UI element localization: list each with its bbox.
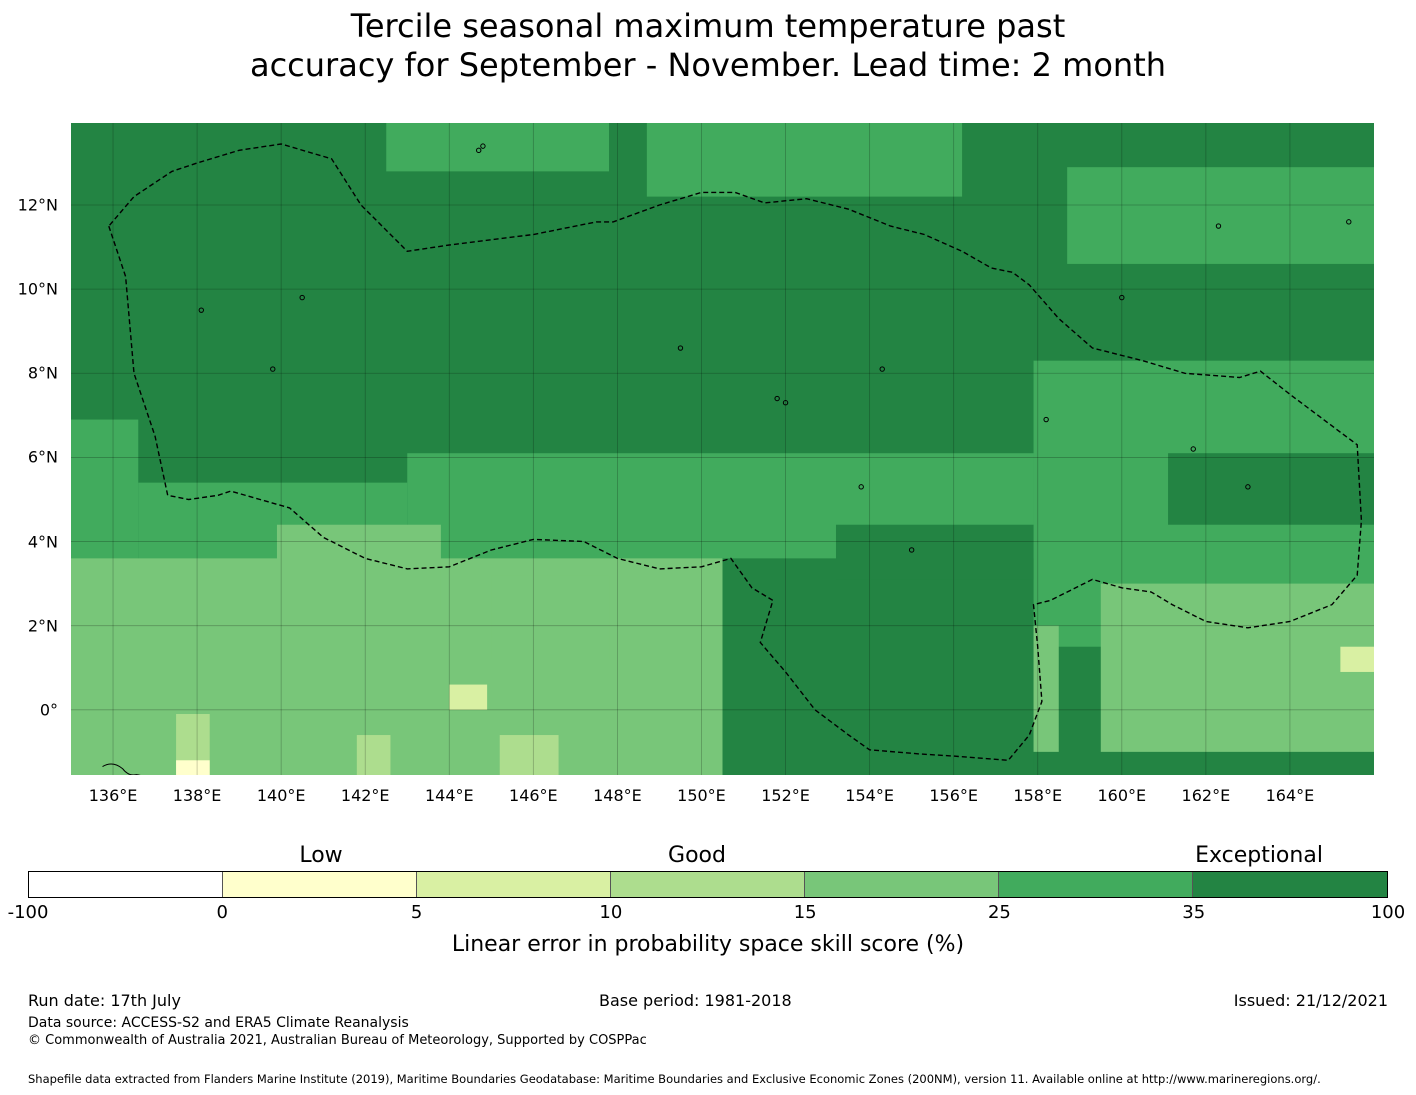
category-good-label: Good: [668, 843, 726, 868]
island-outline: [1119, 294, 1125, 301]
colorbar: [28, 871, 1388, 898]
longitude-tick-label: 154°E: [845, 786, 894, 805]
colorbar-tick-label: 100: [1370, 902, 1406, 923]
island-outline: [1043, 416, 1049, 423]
longitude-tick-label: 144°E: [424, 786, 474, 805]
skill-cell-region-13: [499, 735, 559, 775]
colorbar-tick-label: 10: [599, 902, 623, 923]
longitude-tick-label: 146°E: [509, 786, 558, 805]
island-outline: [1346, 219, 1352, 225]
longitude-tick-label: 150°E: [677, 786, 726, 805]
colorbar-tick-label: 15: [793, 902, 817, 923]
island-outline: [782, 400, 789, 406]
colorbar-tick-label: -100: [7, 902, 49, 923]
skill-map-panel[interactable]: [71, 123, 1374, 775]
colorbar-label: Linear error in probability space skill …: [451, 932, 965, 957]
latitude-tick-label: 6°N: [27, 447, 58, 467]
skill-cell-region-5: [386, 123, 610, 172]
shapefile-credit: Shapefile data extracted from Flanders M…: [28, 1072, 1321, 1086]
colorbar-tick-label: 35: [1182, 902, 1206, 923]
map-title-line-2: accuracy for September - November. Lead …: [249, 46, 1167, 84]
colorbar-tick-label: 5: [410, 902, 423, 923]
island-outline: [1190, 446, 1196, 452]
colorbar-segment: [999, 872, 1193, 897]
skill-cell-region-19: [722, 558, 1034, 775]
latitude-tick-label: 2°N: [27, 616, 58, 636]
longitude-tick-label: 164°E: [1265, 786, 1315, 805]
skill-cell-region-20: [1168, 453, 1374, 525]
island-outline: [1215, 223, 1222, 229]
latitude-tick-label: 4°N: [27, 532, 58, 552]
island-outline: [198, 307, 205, 313]
colorbar-segment: [1193, 872, 1387, 897]
island-outline: [476, 147, 482, 154]
colorbar-segment: [611, 872, 805, 897]
longitude-tick-label: 156°E: [929, 786, 978, 805]
island-outline: [1245, 484, 1251, 490]
longitude-tick-label: 158°E: [1013, 786, 1063, 805]
island-outline: [879, 366, 885, 372]
skill-map[interactable]: [71, 123, 1374, 775]
island-outline: [858, 484, 864, 490]
issued-date: Issued: 21/12/2021: [1233, 991, 1388, 1010]
coastline: [102, 763, 141, 775]
colorbar-segment: [29, 872, 223, 897]
island-outline: [480, 143, 486, 149]
skill-cell-region-18: [176, 760, 210, 775]
island-outline: [270, 366, 276, 372]
latitude-tick-label: 8°N: [27, 363, 58, 383]
base-period: Base period: 1981-2018: [599, 991, 792, 1010]
island-outline: [908, 547, 915, 553]
map-title-line-1: Tercile seasonal maximum temperature pas…: [350, 7, 1066, 45]
island-outline: [774, 395, 780, 402]
skill-cell-region-17: [1340, 646, 1374, 672]
island-outline: [299, 294, 305, 301]
latitude-tick-label: 0°: [39, 700, 58, 720]
colorbar-segment: [417, 872, 611, 897]
longitude-tick-label: 152°E: [761, 786, 810, 805]
longitude-tick-label: 148°E: [593, 786, 642, 805]
copyright-notice: © Commonwealth of Australia 2021, Austra…: [28, 1033, 647, 1048]
category-exceptional-label: Exceptional: [1195, 843, 1323, 868]
colorbar-tick-label: 0: [216, 902, 229, 923]
eez-boundary: [108, 143, 1363, 762]
longitude-tick-label: 138°E: [172, 786, 222, 805]
skill-cell-region-7: [1067, 167, 1374, 264]
skill-cell-region-21: [835, 524, 1034, 580]
latitude-tick-label: 12°N: [17, 195, 58, 215]
skill-cell-region-12: [491, 575, 610, 660]
skill-cell-region-15: [356, 735, 391, 775]
colorbar-segment: [223, 872, 417, 897]
data-source: Data source: ACCESS-S2 and ERA5 Climate …: [28, 1015, 409, 1031]
longitude-tick-label: 160°E: [1097, 786, 1147, 805]
colorbar-tick-label: 25: [987, 902, 1011, 923]
latitude-tick-label: 10°N: [17, 279, 58, 299]
category-low-label: Low: [299, 843, 343, 868]
run-date: Run date: 17th July: [28, 991, 181, 1010]
longitude-tick-label: 136°E: [88, 786, 138, 805]
longitude-tick-label: 162°E: [1181, 786, 1231, 805]
skill-cell-region-6: [646, 123, 963, 197]
colorbar-segment: [805, 872, 999, 897]
skill-cell-region-11: [276, 524, 441, 609]
longitude-tick-label: 142°E: [340, 786, 390, 805]
skill-cell-region-16: [449, 684, 488, 710]
longitude-tick-label: 140°E: [256, 786, 306, 805]
skill-cell-region-10: [1100, 583, 1374, 752]
island-outline: [677, 345, 684, 351]
